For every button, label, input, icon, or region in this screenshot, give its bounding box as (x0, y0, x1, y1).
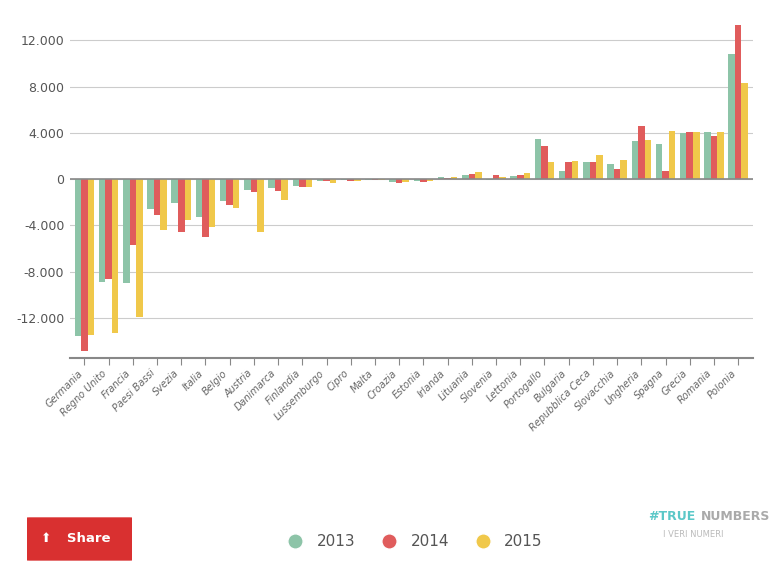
Bar (257, 179, 264, 232)
Bar (638, 126, 645, 179)
Bar (220, 179, 227, 201)
Bar (662, 171, 669, 179)
Bar (74, 179, 81, 336)
Bar (324, 179, 330, 181)
Bar (354, 179, 361, 181)
Bar (669, 131, 675, 179)
Text: #TRUE: #TRUE (648, 510, 695, 523)
Bar (178, 179, 185, 232)
Bar (608, 164, 614, 179)
Bar (590, 162, 596, 179)
Bar (541, 146, 548, 179)
Bar (282, 179, 288, 200)
Bar (620, 160, 627, 179)
Bar (268, 179, 275, 188)
Bar (559, 171, 566, 179)
Bar (299, 179, 306, 187)
Bar (741, 83, 748, 179)
Text: Share: Share (53, 532, 110, 544)
Bar (524, 173, 530, 179)
Bar (306, 179, 312, 187)
Bar (420, 179, 427, 182)
Bar (171, 179, 178, 203)
Bar (233, 179, 240, 208)
Legend: 2013, 2014, 2015: 2013, 2014, 2015 (274, 528, 549, 555)
Bar (378, 179, 385, 180)
Bar (390, 179, 396, 183)
Bar (462, 175, 469, 179)
Text: I VERI NUMERI: I VERI NUMERI (663, 529, 724, 539)
Bar (293, 179, 299, 186)
Bar (317, 179, 324, 181)
Bar (711, 136, 717, 179)
Bar (147, 179, 154, 209)
Bar (535, 139, 541, 179)
Bar (475, 172, 482, 179)
Bar (693, 132, 700, 179)
Bar (566, 162, 572, 179)
Bar (583, 162, 590, 179)
Bar (645, 140, 651, 179)
Bar (511, 176, 517, 179)
Bar (427, 179, 433, 181)
Bar (209, 179, 215, 227)
Bar (136, 179, 143, 317)
Bar (154, 179, 161, 215)
Bar (275, 179, 282, 191)
Bar (185, 179, 191, 220)
Bar (680, 133, 687, 179)
Bar (614, 169, 620, 179)
Bar (130, 179, 136, 245)
Bar (572, 161, 578, 179)
Bar (451, 177, 457, 179)
Bar (88, 179, 94, 335)
Bar (445, 178, 451, 179)
Bar (112, 179, 119, 333)
Bar (717, 132, 724, 179)
Bar (632, 141, 638, 179)
Bar (517, 175, 524, 179)
Bar (469, 173, 475, 179)
Bar (251, 179, 257, 192)
Bar (548, 162, 554, 179)
Bar (348, 179, 354, 181)
Bar (106, 179, 112, 279)
Bar (735, 25, 741, 179)
Bar (81, 179, 88, 351)
Bar (656, 144, 662, 179)
Bar (687, 132, 693, 179)
Bar (341, 179, 348, 180)
Bar (161, 179, 167, 230)
Bar (414, 179, 420, 181)
Bar (99, 179, 106, 282)
Bar (438, 177, 445, 179)
Bar (396, 179, 403, 183)
Bar (729, 54, 735, 179)
Bar (123, 179, 130, 283)
FancyBboxPatch shape (24, 517, 135, 561)
Bar (196, 179, 203, 217)
Bar (227, 179, 233, 205)
Text: NUMBERS: NUMBERS (701, 510, 770, 523)
Bar (499, 177, 506, 179)
Bar (596, 155, 603, 179)
Bar (493, 175, 499, 179)
Bar (403, 179, 409, 182)
Bar (704, 132, 711, 179)
Text: ⬆: ⬆ (41, 532, 51, 544)
Bar (330, 179, 336, 183)
Bar (203, 179, 209, 237)
Bar (244, 179, 251, 190)
